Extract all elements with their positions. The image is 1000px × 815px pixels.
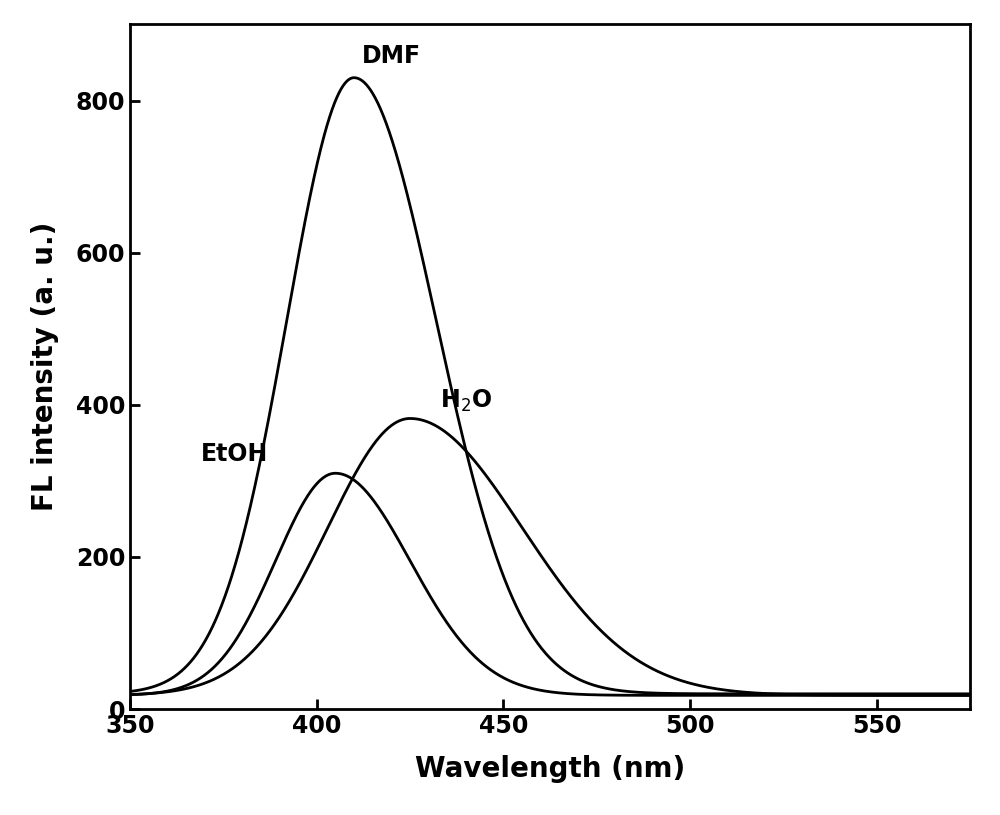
Text: DMF: DMF	[362, 44, 421, 68]
Text: EtOH: EtOH	[201, 443, 268, 466]
Y-axis label: FL intensity (a. u.): FL intensity (a. u.)	[31, 222, 59, 512]
X-axis label: Wavelength (nm): Wavelength (nm)	[415, 755, 685, 782]
Text: H$_2$O: H$_2$O	[440, 388, 492, 414]
